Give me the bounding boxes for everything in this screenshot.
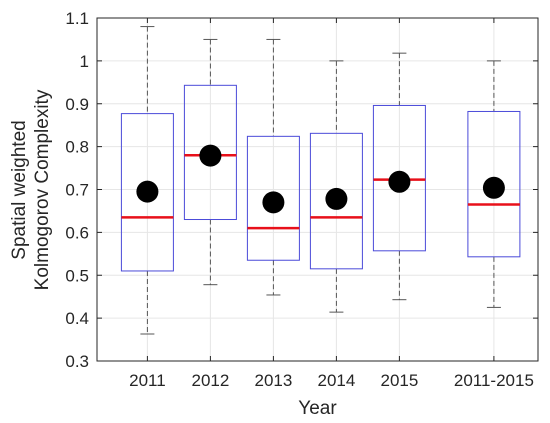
- mean-marker: [199, 144, 222, 167]
- interquartile-box: [372, 104, 426, 252]
- x-tick-label: 2011-2015: [454, 371, 534, 390]
- x-tick-label: 2013: [254, 371, 292, 390]
- y-tick-label: 0.8: [65, 138, 89, 157]
- grid: [97, 18, 538, 361]
- y-tick-label: 0.7: [65, 181, 89, 200]
- mean-marker: [136, 180, 159, 203]
- box-2012: [183, 38, 237, 286]
- x-tick-label: 2011: [129, 371, 166, 390]
- interquartile-box: [246, 135, 300, 261]
- y-tick-label: 0.3: [65, 352, 89, 371]
- axis-ticks: 0.3 0.4 0.5 0.6 0.7 0.8 0.9 1 1.1 2011 2012 2013 201…: [65, 9, 538, 390]
- interquartile-box: [183, 84, 237, 221]
- mean-marker: [482, 176, 505, 199]
- x-tick-label: 2015: [380, 371, 418, 390]
- y-tick-label: 1: [80, 52, 89, 71]
- y-tick-label: 0.9: [65, 95, 89, 114]
- x-axis-label: Year: [298, 398, 337, 419]
- y-tick-label: 0.5: [65, 266, 89, 285]
- mean-marker: [388, 170, 411, 193]
- interquartile-box: [120, 113, 174, 272]
- box-2011: [120, 26, 174, 335]
- mean-marker: [262, 191, 285, 214]
- interquartile-box: [309, 132, 363, 270]
- y-axis-label-line-1: Spatial weighted: [9, 120, 30, 259]
- interquartile-box: [467, 110, 521, 258]
- y-axis-label-line-2: Kolmogorov Complexity: [32, 89, 53, 290]
- y-tick-label: 1.1: [65, 9, 89, 28]
- box-series: [120, 26, 521, 335]
- x-tick-label: 2014: [317, 371, 355, 390]
- box-2011-2015: [467, 60, 521, 308]
- box-2013: [246, 38, 300, 296]
- x-tick-label: 2012: [191, 371, 229, 390]
- box-2015: [372, 52, 426, 301]
- mean-marker: [325, 187, 348, 210]
- y-tick-label: 0.4: [65, 309, 89, 328]
- y-tick-label: 0.6: [65, 223, 89, 242]
- box-2014: [309, 60, 363, 313]
